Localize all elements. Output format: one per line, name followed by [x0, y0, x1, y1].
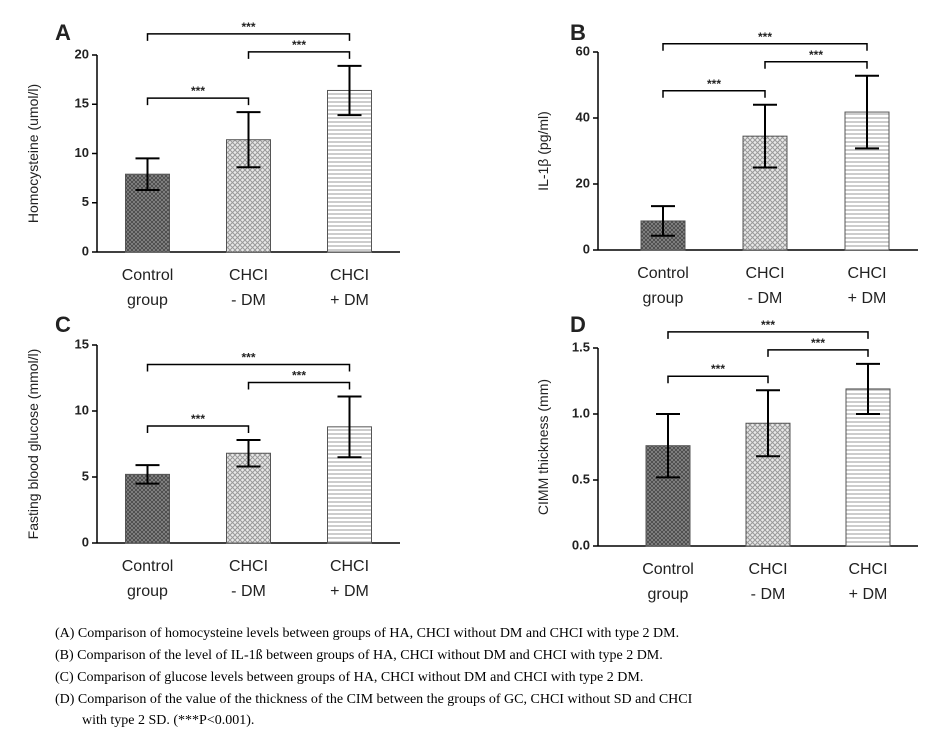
x-tick-label: - DM — [748, 290, 783, 307]
x-tick-label: group — [643, 290, 684, 307]
caption: with type 2 SD. (***P<0.001). — [82, 713, 254, 728]
y-axis-label: IL-1β (pg/ml) — [535, 111, 551, 191]
y-tick-label: 20 — [576, 175, 590, 190]
x-tick-label: - DM — [231, 583, 266, 600]
caption: (A) Comparison of homocysteine levels be… — [55, 626, 679, 641]
panel-label: B — [570, 20, 586, 45]
significance-label: *** — [191, 84, 205, 98]
y-axis-label: CIMM thickness (mm) — [535, 379, 551, 515]
y-tick-label: 40 — [576, 109, 590, 124]
x-tick-label: CHCI — [848, 561, 887, 578]
y-tick-label: 0 — [82, 243, 89, 258]
y-axis-label: Homocysteine (umol/l) — [25, 84, 41, 223]
caption: (B) Comparison of the level of IL-1ß bet… — [55, 648, 663, 663]
y-tick-label: 5 — [82, 468, 89, 483]
x-tick-label: Control — [642, 561, 694, 578]
x-tick-label: CHCI — [745, 265, 784, 282]
significance-label: *** — [809, 48, 823, 62]
significance-label: *** — [761, 318, 775, 332]
bar — [327, 89, 372, 253]
x-tick-label: + DM — [849, 586, 888, 603]
y-tick-label: 0.5 — [572, 471, 590, 486]
panel-label: C — [55, 312, 71, 337]
bar — [125, 473, 170, 544]
significance-bracket — [146, 363, 351, 372]
x-tick-label: Control — [122, 558, 174, 575]
y-tick-label: 1.5 — [572, 339, 590, 354]
x-tick-label: - DM — [751, 586, 786, 603]
x-tick-label: CHCI — [847, 265, 886, 282]
x-tick-label: group — [648, 586, 689, 603]
panel-label: D — [570, 312, 586, 337]
y-tick-label: 1.0 — [572, 405, 590, 420]
caption: (C) Comparison of glucose levels between… — [55, 670, 643, 685]
x-tick-label: CHCI — [229, 558, 268, 575]
significance-bracket — [662, 43, 868, 51]
significance-label: *** — [707, 77, 721, 91]
significance-label: *** — [758, 30, 772, 44]
significance-label: *** — [241, 20, 255, 34]
y-tick-label: 10 — [75, 402, 89, 417]
x-tick-label: group — [127, 292, 168, 309]
x-tick-label: + DM — [330, 292, 369, 309]
x-tick-label: - DM — [231, 292, 266, 309]
y-tick-label: 5 — [82, 194, 89, 209]
bar — [226, 452, 271, 544]
significance-bracket — [767, 349, 869, 357]
significance-label: *** — [711, 362, 725, 376]
x-tick-label: CHCI — [330, 558, 369, 575]
y-tick-label: 20 — [75, 46, 89, 61]
y-tick-label: 0 — [82, 534, 89, 549]
x-tick-label: group — [127, 583, 168, 600]
caption: (D) Comparison of the value of the thick… — [55, 692, 693, 707]
x-tick-label: CHCI — [330, 267, 369, 284]
significance-bracket — [667, 375, 769, 384]
y-axis-label: Fasting blood glucose (mmol/l) — [25, 349, 41, 540]
x-tick-label: CHCI — [229, 267, 268, 284]
y-tick-label: 15 — [75, 336, 89, 351]
significance-label: *** — [241, 350, 255, 364]
y-tick-label: 15 — [75, 96, 89, 111]
significance-label: *** — [811, 336, 825, 350]
y-tick-label: 0.0 — [572, 537, 590, 552]
x-tick-label: CHCI — [748, 561, 787, 578]
significance-bracket — [662, 90, 766, 98]
y-tick-label: 10 — [75, 145, 89, 160]
x-tick-label: Control — [637, 265, 689, 282]
panel-label: A — [55, 20, 71, 45]
significance-bracket — [146, 33, 351, 41]
significance-bracket — [247, 381, 351, 390]
y-tick-label: 0 — [583, 241, 590, 256]
x-tick-label: Control — [122, 267, 174, 284]
bar — [845, 388, 891, 547]
significance-label: *** — [191, 412, 205, 426]
significance-label: *** — [292, 38, 306, 52]
significance-label: *** — [292, 368, 306, 382]
significance-bracket — [764, 61, 868, 69]
y-tick-label: 60 — [576, 43, 590, 58]
significance-bracket — [146, 97, 250, 106]
x-tick-label: + DM — [848, 290, 887, 307]
significance-bracket — [667, 331, 869, 339]
x-tick-label: + DM — [330, 583, 369, 600]
significance-bracket — [247, 51, 351, 59]
significance-bracket — [146, 425, 250, 434]
